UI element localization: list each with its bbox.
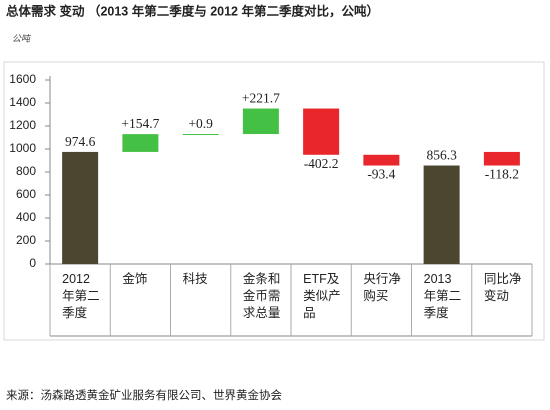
value-label: +154.7: [121, 116, 159, 131]
value-label: -93.4: [367, 167, 395, 182]
x-tick-label: 2013年第二季度: [423, 272, 462, 320]
x-tick-label: 央行净购买: [363, 272, 401, 303]
x-tick-label: 2012年第二季度: [62, 272, 100, 320]
x-tick-label: ETF及类似产品: [303, 272, 341, 320]
bar: [423, 165, 460, 264]
y-tick-label: 0: [29, 256, 36, 270]
y-tick-label: 200: [16, 233, 36, 247]
bar: [483, 151, 520, 166]
x-tick-label: 金条和金币需求总量: [242, 272, 281, 320]
unit-label: 公吨: [12, 33, 32, 43]
y-tick-label: 600: [16, 187, 36, 201]
source-note: 来源：汤森路透黄金矿业服务有限公司、世界黄金协会: [6, 388, 282, 402]
chart-frame: [3, 61, 545, 341]
value-label: 974.6: [65, 134, 96, 149]
bar: [182, 134, 219, 136]
chart-title: 总体需求 变动 （2013 年第二季度与 2012 年第二季度对比，公吨）: [6, 3, 379, 18]
x-tick-label: 同比净变动: [483, 272, 522, 303]
y-tick-label: 1600: [9, 72, 36, 86]
x-tick-label: 科技: [182, 272, 208, 286]
bar: [62, 151, 99, 264]
x-tick-label: 金饰: [122, 272, 148, 286]
bar: [122, 134, 159, 152]
value-label: -402.2: [304, 156, 339, 171]
bar: [363, 154, 400, 166]
value-label: +221.7: [242, 91, 280, 106]
value-label: 856.3: [426, 148, 457, 163]
y-tick-label: 1000: [9, 141, 36, 155]
value-label: -118.2: [485, 167, 519, 182]
y-tick-label: 400: [16, 210, 36, 224]
y-tick-label: 1400: [9, 95, 36, 109]
bar: [303, 108, 340, 155]
bar: [242, 108, 279, 135]
value-label: +0.9: [188, 116, 213, 131]
y-tick-label: 1200: [9, 118, 36, 132]
y-tick-label: 800: [16, 164, 36, 178]
